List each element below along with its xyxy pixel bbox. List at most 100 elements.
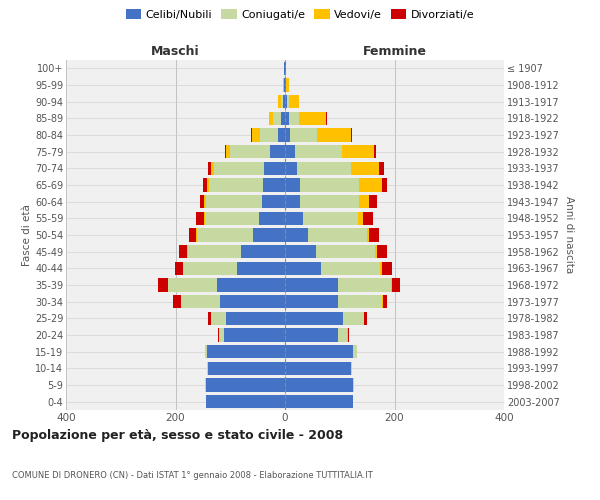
- Bar: [285, 112, 289, 125]
- Bar: [359, 178, 382, 192]
- Bar: [211, 162, 214, 175]
- Bar: [181, 295, 220, 308]
- Bar: [285, 278, 338, 291]
- Text: Femmine: Femmine: [362, 44, 427, 58]
- Bar: [351, 162, 379, 175]
- Bar: [285, 128, 290, 141]
- Bar: [301, 195, 359, 208]
- Bar: [285, 262, 321, 275]
- Bar: [209, 178, 263, 192]
- Bar: [367, 228, 370, 241]
- Bar: [285, 328, 338, 342]
- Bar: [204, 212, 205, 225]
- Bar: [175, 262, 182, 275]
- Bar: [205, 212, 259, 225]
- Bar: [269, 112, 273, 125]
- Bar: [269, 145, 285, 158]
- Bar: [208, 362, 285, 375]
- Bar: [338, 328, 347, 342]
- Legend: Celibi/Nubili, Coniugati/e, Vedovi/e, Divorziati/e: Celibi/Nubili, Coniugati/e, Vedovi/e, Di…: [124, 6, 476, 22]
- Bar: [375, 245, 377, 258]
- Bar: [158, 278, 168, 291]
- Bar: [285, 395, 353, 408]
- Bar: [285, 95, 287, 108]
- Bar: [203, 178, 207, 192]
- Bar: [285, 212, 302, 225]
- Bar: [173, 295, 181, 308]
- Bar: [263, 178, 285, 192]
- Bar: [281, 112, 285, 125]
- Bar: [285, 228, 308, 241]
- Bar: [241, 245, 285, 258]
- Bar: [206, 195, 262, 208]
- Bar: [264, 162, 285, 175]
- Bar: [302, 212, 358, 225]
- Bar: [285, 295, 338, 308]
- Bar: [252, 128, 260, 141]
- Bar: [208, 312, 211, 325]
- Bar: [218, 328, 220, 342]
- Bar: [205, 345, 207, 358]
- Y-axis label: Fasce di età: Fasce di età: [22, 204, 32, 266]
- Bar: [226, 312, 285, 325]
- Bar: [259, 212, 285, 225]
- Bar: [299, 112, 326, 125]
- Bar: [204, 195, 206, 208]
- Bar: [214, 162, 264, 175]
- Bar: [278, 95, 281, 108]
- Bar: [230, 145, 269, 158]
- Bar: [285, 245, 316, 258]
- Bar: [237, 262, 285, 275]
- Bar: [321, 262, 380, 275]
- Bar: [211, 312, 226, 325]
- Bar: [224, 328, 285, 342]
- Bar: [364, 312, 367, 325]
- Bar: [290, 128, 317, 141]
- Bar: [370, 195, 377, 208]
- Bar: [295, 145, 342, 158]
- Bar: [351, 362, 352, 375]
- Bar: [353, 345, 357, 358]
- Bar: [342, 145, 374, 158]
- Bar: [251, 128, 252, 141]
- Bar: [285, 362, 351, 375]
- Bar: [383, 295, 388, 308]
- Bar: [220, 328, 224, 342]
- Bar: [169, 278, 217, 291]
- Bar: [225, 145, 226, 158]
- Bar: [206, 395, 285, 408]
- Bar: [370, 228, 379, 241]
- Bar: [285, 378, 353, 392]
- Bar: [301, 178, 359, 192]
- Bar: [179, 245, 187, 258]
- Bar: [285, 78, 286, 92]
- Bar: [338, 278, 391, 291]
- Bar: [183, 262, 237, 275]
- Bar: [253, 228, 285, 241]
- Bar: [377, 245, 387, 258]
- Bar: [197, 228, 253, 241]
- Bar: [285, 162, 297, 175]
- Bar: [358, 212, 363, 225]
- Bar: [351, 128, 352, 141]
- Bar: [285, 178, 301, 192]
- Bar: [196, 212, 204, 225]
- Bar: [207, 178, 209, 192]
- Bar: [285, 195, 301, 208]
- Bar: [392, 278, 400, 291]
- Bar: [281, 95, 283, 108]
- Bar: [287, 95, 289, 108]
- Bar: [207, 345, 285, 358]
- Y-axis label: Anni di nascita: Anni di nascita: [563, 196, 574, 274]
- Bar: [207, 362, 208, 375]
- Text: COMUNE DI DRONERO (CN) - Dati ISTAT 1° gennaio 2008 - Elaborazione TUTTITALIA.IT: COMUNE DI DRONERO (CN) - Dati ISTAT 1° g…: [12, 471, 373, 480]
- Bar: [208, 162, 211, 175]
- Bar: [188, 245, 241, 258]
- Bar: [285, 145, 295, 158]
- Bar: [285, 345, 353, 358]
- Bar: [289, 95, 299, 108]
- Bar: [283, 95, 285, 108]
- Bar: [338, 295, 382, 308]
- Bar: [391, 278, 392, 291]
- Bar: [359, 195, 370, 208]
